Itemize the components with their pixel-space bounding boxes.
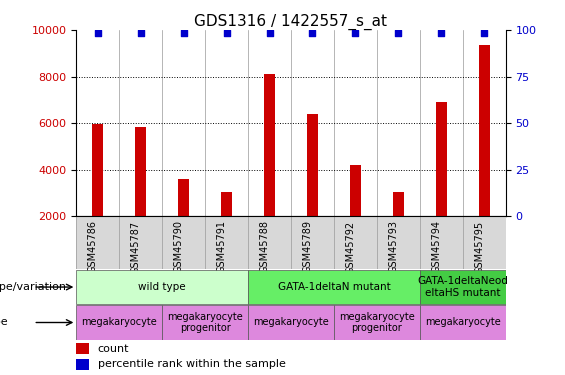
Text: genotype/variation: genotype/variation — [0, 282, 66, 292]
Bar — [264, 74, 275, 262]
Bar — [136, 126, 146, 262]
Point — [93, 30, 102, 36]
Text: cell type: cell type — [0, 318, 8, 327]
Point — [136, 30, 145, 36]
FancyBboxPatch shape — [76, 270, 248, 304]
FancyBboxPatch shape — [76, 216, 506, 269]
Text: megakaryocyte
progenitor: megakaryocyte progenitor — [167, 312, 243, 333]
Text: percentile rank within the sample: percentile rank within the sample — [98, 359, 286, 369]
Text: megakaryocyte: megakaryocyte — [253, 318, 329, 327]
Text: GSM45787: GSM45787 — [131, 220, 141, 273]
Point — [308, 30, 317, 36]
Text: GATA-1deltaNeod
eltaHS mutant: GATA-1deltaNeod eltaHS mutant — [418, 276, 508, 298]
Text: GSM45794: GSM45794 — [431, 220, 441, 273]
FancyBboxPatch shape — [420, 306, 506, 339]
Text: GSM45792: GSM45792 — [345, 220, 355, 273]
FancyBboxPatch shape — [334, 306, 420, 339]
Text: GSM45790: GSM45790 — [173, 220, 184, 273]
Point — [437, 30, 446, 36]
Text: megakaryocyte: megakaryocyte — [425, 318, 501, 327]
Text: GATA-1deltaN mutant: GATA-1deltaN mutant — [277, 282, 390, 292]
Bar — [436, 102, 446, 262]
Text: GSM45793: GSM45793 — [388, 220, 398, 273]
FancyBboxPatch shape — [248, 270, 420, 304]
Bar — [393, 192, 403, 262]
FancyBboxPatch shape — [248, 306, 334, 339]
Bar — [307, 114, 318, 262]
FancyBboxPatch shape — [76, 306, 162, 339]
Text: count: count — [98, 344, 129, 354]
Bar — [76, 344, 89, 354]
Point — [480, 30, 489, 36]
Point — [222, 30, 231, 36]
Bar — [93, 124, 103, 262]
Text: GSM45788: GSM45788 — [259, 220, 270, 273]
Text: GSM45786: GSM45786 — [88, 220, 98, 273]
Point — [394, 30, 403, 36]
Text: wild type: wild type — [138, 282, 186, 292]
Text: megakaryocyte: megakaryocyte — [81, 318, 157, 327]
Text: GSM45791: GSM45791 — [216, 220, 227, 273]
Text: GSM45789: GSM45789 — [302, 220, 312, 273]
Bar — [350, 165, 360, 262]
FancyBboxPatch shape — [162, 306, 248, 339]
Point — [265, 30, 274, 36]
Text: GSM45795: GSM45795 — [474, 220, 484, 273]
Bar — [479, 45, 489, 262]
Point — [351, 30, 360, 36]
FancyBboxPatch shape — [420, 270, 506, 304]
Bar — [221, 192, 232, 262]
Bar — [76, 359, 89, 370]
Text: megakaryocyte
progenitor: megakaryocyte progenitor — [339, 312, 415, 333]
Title: GDS1316 / 1422557_s_at: GDS1316 / 1422557_s_at — [194, 14, 388, 30]
Point — [179, 30, 188, 36]
Bar — [179, 179, 189, 262]
